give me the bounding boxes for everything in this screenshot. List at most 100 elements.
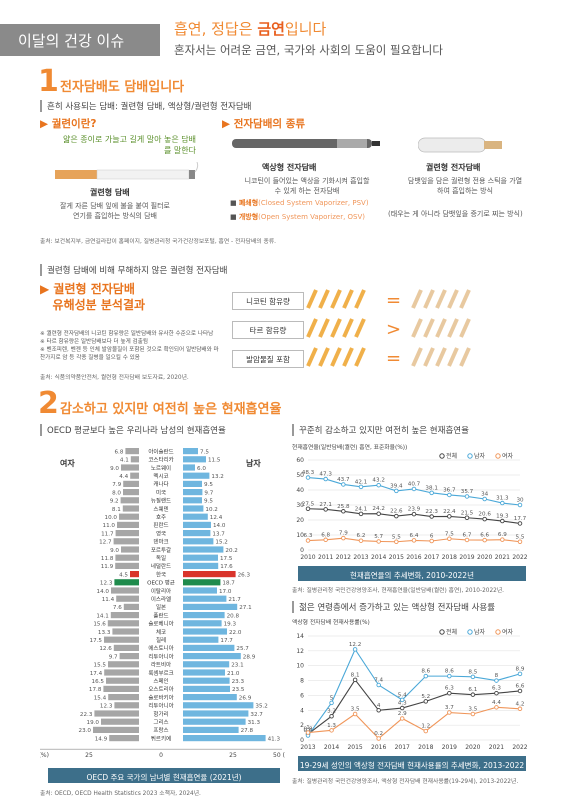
total-point bbox=[399, 705, 405, 711]
female-value-label: 5.5 bbox=[516, 534, 525, 540]
male-point bbox=[305, 475, 311, 480]
page-header: 이달의 건강 이슈 흡연, 정답은 금연입니다 혼자서는 어려운 금연, 국가와… bbox=[0, 0, 566, 70]
x-tick-label: 50 (%) bbox=[40, 752, 49, 759]
male-value-label: 7.5 bbox=[200, 449, 209, 455]
male-bar bbox=[183, 735, 266, 742]
nicotine-row-label: 니코틴 함유량 bbox=[232, 292, 304, 310]
compare-source: 출처: 식품의약품안전처, 궐련형 전자담배 보도자료, 2020년. bbox=[40, 375, 189, 381]
female-value-label: 23.0 bbox=[79, 728, 92, 734]
trend-chart-caption: 현재흡연율의 추세변화, 2010-2022년 bbox=[298, 566, 526, 581]
cigarette-icon bbox=[435, 318, 447, 338]
male-value-label: 31.3 bbox=[248, 720, 261, 726]
male-value-label: 22.0 bbox=[229, 630, 242, 636]
section1-number: 1 bbox=[38, 64, 59, 99]
section2-title: 감소하고 있지만 여전히 높은 현재흡연율 bbox=[60, 402, 282, 417]
female-value-label: 8.0 bbox=[112, 490, 121, 496]
country-label: 라트비아 bbox=[151, 661, 171, 669]
ecig-stick-icon bbox=[354, 347, 366, 367]
female-bar bbox=[120, 497, 139, 504]
female-bar bbox=[119, 653, 139, 660]
male-value-label: 41.3 bbox=[268, 736, 281, 742]
issue-label: 이달의 건강 이슈 bbox=[0, 24, 160, 56]
y-tick-label: 50 bbox=[296, 472, 304, 479]
male-bar bbox=[183, 472, 210, 479]
total-point bbox=[470, 692, 476, 697]
legend-label: 전체 bbox=[446, 452, 457, 460]
country-label: 포르투갈 bbox=[151, 546, 171, 554]
y-tick-label: 14 bbox=[296, 633, 304, 640]
ecig-stick-icon bbox=[342, 347, 354, 367]
legend-label: 여자 bbox=[502, 452, 514, 460]
male-series-line bbox=[307, 648, 521, 736]
country-label: 멕시코 bbox=[153, 473, 168, 480]
male-point bbox=[358, 484, 364, 490]
ecig-stick-icon bbox=[342, 289, 354, 309]
female-bar bbox=[115, 562, 139, 569]
legend-marker bbox=[495, 453, 501, 459]
female-value-label: 1.2 bbox=[421, 724, 430, 730]
y-tick-label: 8 bbox=[300, 678, 304, 685]
female-value-label: 6.6 bbox=[480, 533, 489, 539]
total-point bbox=[305, 506, 311, 512]
female-bar bbox=[130, 472, 139, 479]
male-value-label: 13.2 bbox=[211, 474, 223, 480]
total-point bbox=[482, 516, 487, 522]
male-bar bbox=[183, 661, 230, 668]
male-bar bbox=[183, 464, 195, 471]
female-point bbox=[517, 706, 523, 712]
open-system: ■ 개방형(Open System Vaporizer, OSV) bbox=[230, 213, 366, 221]
female-bar bbox=[119, 513, 139, 520]
male-value-label: 8.5 bbox=[468, 669, 477, 675]
male-value-label: 39.4 bbox=[390, 483, 403, 489]
x-tick-label: 2022 bbox=[512, 744, 527, 751]
female-bar bbox=[107, 620, 139, 627]
female-value-label: 4.1 bbox=[120, 458, 129, 464]
female-point bbox=[482, 537, 487, 543]
female-value-label: 7.9 bbox=[112, 482, 121, 488]
cigarette-icon bbox=[447, 318, 459, 338]
male-point bbox=[352, 647, 358, 652]
male-bar bbox=[183, 497, 202, 504]
male-bar bbox=[183, 669, 225, 676]
male-value-label: 23.3 bbox=[232, 679, 245, 685]
ecig-heading: ▶ 전자담배의 종류 bbox=[222, 118, 306, 130]
female-value-label: 12.3 bbox=[100, 704, 113, 710]
male-bar bbox=[183, 694, 237, 701]
male-bar bbox=[183, 587, 217, 594]
male-value-label: 8.6 bbox=[445, 669, 454, 675]
female-value-label: 15.6 bbox=[93, 622, 106, 628]
ecig-stick-icon bbox=[306, 318, 318, 338]
male-value-label: 5 bbox=[330, 695, 334, 701]
female-value-label: 13.3 bbox=[98, 630, 111, 636]
total-value-label: 6.3 bbox=[445, 686, 454, 692]
total-value-label: 22.3 bbox=[425, 509, 438, 515]
female-value-label: 3.5 bbox=[351, 707, 360, 713]
ecig-stick-icon bbox=[354, 289, 366, 309]
total-point bbox=[517, 521, 523, 526]
female-bar bbox=[121, 546, 139, 553]
total-value-label: 24.2 bbox=[372, 506, 384, 512]
country-label: 독일 bbox=[156, 554, 166, 562]
x-tick-label: 0 bbox=[159, 752, 163, 759]
male-value-label: 13.7 bbox=[212, 531, 225, 537]
cigarette-icon bbox=[447, 347, 459, 367]
x-tick-label: 2013 bbox=[353, 554, 368, 561]
female-value-label: 2.9 bbox=[398, 711, 407, 717]
total-value-label: 19.3 bbox=[496, 514, 509, 520]
male-bar bbox=[183, 579, 221, 586]
heated-ecig-text: 담뱃잎을 담은 궐련형 전용 스틱을 가열하여 흡입하는 방식 bbox=[407, 177, 523, 196]
total-value-label: 6.1 bbox=[468, 687, 477, 693]
country-label: 리투아니아 bbox=[148, 702, 173, 710]
female-value-label: 6.8 bbox=[321, 532, 330, 538]
x-tick-label: 2014 bbox=[371, 554, 386, 561]
legend-marker bbox=[439, 629, 445, 635]
male-value-label: 26.9 bbox=[239, 695, 252, 701]
section1-subheading: 흔히 사용되는 담배: 궐련형 담배, 액상형/궐련형 전자담배 bbox=[40, 100, 252, 112]
country-label: 슬로베니아 bbox=[148, 620, 173, 628]
x-tick-label: 2010 bbox=[300, 554, 315, 561]
country-label: 칠레 bbox=[156, 636, 166, 644]
country-label: 헝가리 bbox=[153, 710, 168, 718]
male-bar bbox=[183, 612, 225, 619]
compare-subheading: 궐련형 담배에 비해 무해하지 않은 궐련형 전자담배 bbox=[40, 264, 227, 276]
legend-marker bbox=[439, 453, 445, 459]
